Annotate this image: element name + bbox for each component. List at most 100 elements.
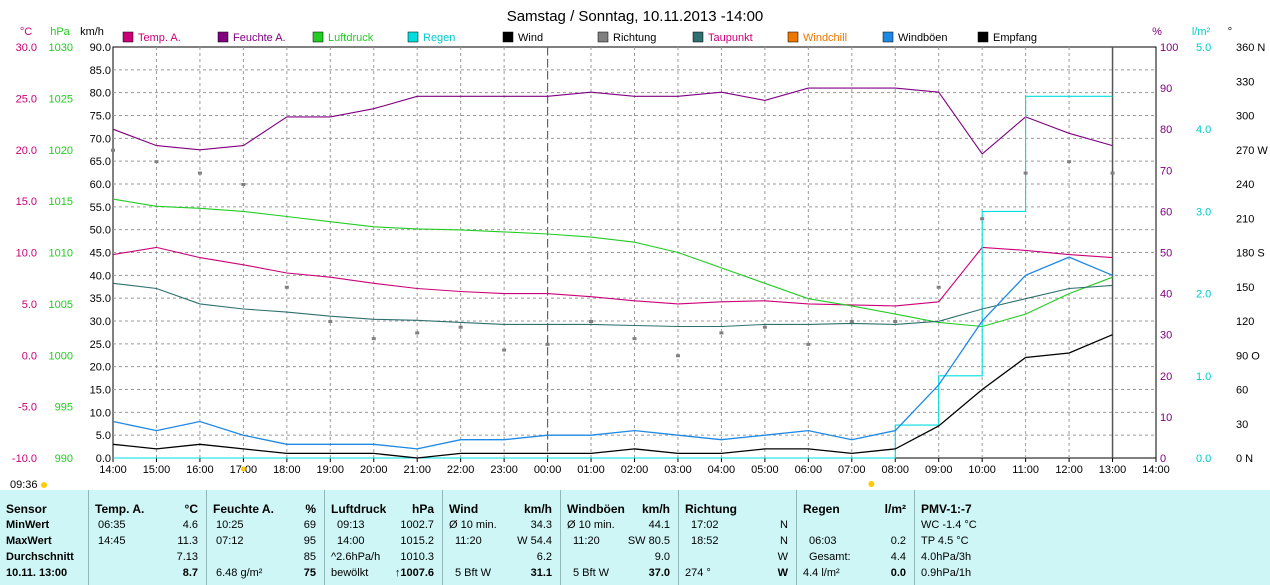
legend-swatch xyxy=(597,31,609,43)
humidity-absolute: 6.48 g/m² xyxy=(216,567,263,579)
series-richtung-point xyxy=(719,331,724,335)
pressure-header: Luftdruck xyxy=(331,502,387,516)
legend-swatch xyxy=(407,31,419,43)
pressure-current: ↑1007.6 xyxy=(394,567,434,579)
divider xyxy=(560,490,561,585)
direction-current: W xyxy=(777,567,788,579)
series-wind-line xyxy=(112,334,1113,459)
wind-tick-label: 50.0 xyxy=(90,225,111,237)
wind-current: 31.1 xyxy=(530,567,552,579)
x-tick-label: 08:00 xyxy=(881,464,909,476)
temp-tick-label: -5.0 xyxy=(18,402,37,414)
gust-avg: 9.0 xyxy=(654,551,670,563)
pressure-max-time: 14:00 xyxy=(337,535,365,547)
pressure-trend: ^2.6hPa/h xyxy=(331,551,381,563)
temp-tick-label: 30.0 xyxy=(16,42,37,54)
legend-swatch xyxy=(692,31,704,43)
direction-max-time: 18:52 xyxy=(691,535,719,547)
humidity-avg: 85 xyxy=(303,551,316,563)
wind-avg: 6.2 xyxy=(536,551,552,563)
humidity-min: 69 xyxy=(303,519,316,531)
wind-tick-label: 80.0 xyxy=(90,88,111,100)
pressure-tick-label: 1030 xyxy=(49,42,73,54)
legend-swatch xyxy=(502,31,514,43)
temp-tick-label: 10.0 xyxy=(16,248,37,260)
rain-current: 0.0 xyxy=(890,567,906,579)
wind-tick-label: 45.0 xyxy=(90,248,111,260)
weather-condition: bewölkt xyxy=(331,567,369,579)
humidity-tick-label: 80 xyxy=(1160,124,1172,136)
x-tick-label: 13:00 xyxy=(1099,464,1127,476)
legend-swatch xyxy=(787,31,799,43)
wind-tick-label: 75.0 xyxy=(90,111,111,123)
series-richtung-point xyxy=(371,337,376,341)
humidity-tick-label: 0 xyxy=(1160,453,1166,465)
direction-tick-label: 150 xyxy=(1236,282,1254,294)
wind-tick-label: 5.0 xyxy=(96,430,111,442)
x-tick-label: 05:00 xyxy=(751,464,779,476)
x-tick-label: 01:00 xyxy=(577,464,605,476)
series-richtung-point xyxy=(675,354,680,358)
direction-avg: W xyxy=(777,551,788,563)
temp-tick-label: 15.0 xyxy=(16,196,37,208)
avg-row-label: Durchschnitt xyxy=(6,551,74,563)
x-tick-label: 18:00 xyxy=(273,464,301,476)
x-tick-label: 04:00 xyxy=(708,464,736,476)
rain-unit-label: l/m² xyxy=(884,502,906,516)
legend-swatch xyxy=(882,31,894,43)
x-tick-label: 12:00 xyxy=(1055,464,1083,476)
humidity-tick-label: 50 xyxy=(1160,248,1172,260)
wind-tick-label: 30.0 xyxy=(90,316,111,328)
pressure-unit-label: hPa xyxy=(411,502,434,516)
sunset-icon xyxy=(240,466,246,472)
wind-tick-label: 55.0 xyxy=(90,202,111,214)
wind-tick-label: 70.0 xyxy=(90,133,111,145)
humidity-tick-label: 70 xyxy=(1160,165,1172,177)
x-tick-label: 22:00 xyxy=(447,464,475,476)
pressure-unit: hPa xyxy=(50,26,70,38)
legend-swatch xyxy=(977,31,989,43)
temp-header: Temp. A. xyxy=(95,502,145,516)
pressure-tick-label: 1010 xyxy=(49,248,73,260)
pmv-pressure-3h: 4.0hPa/3h xyxy=(921,551,972,563)
divider xyxy=(442,490,443,585)
temp-min: 4.6 xyxy=(182,519,198,531)
series-temp-a-line xyxy=(112,246,1113,307)
divider xyxy=(206,490,207,585)
temp-tick-label: 20.0 xyxy=(16,145,37,157)
humidity-unit-label: % xyxy=(305,502,316,516)
legend-label: Feuchte A. xyxy=(233,32,286,44)
x-tick-label: 00:00 xyxy=(534,464,562,476)
wind-tick-label: 90.0 xyxy=(90,42,111,54)
x-tick-label: 14:00 xyxy=(99,464,127,476)
humidity-header: Feuchte A. xyxy=(213,502,274,516)
x-tick-label: 14:00 xyxy=(1142,464,1170,476)
series-richtung-point xyxy=(197,171,202,175)
divider xyxy=(88,490,89,585)
x-tick-label: 21:00 xyxy=(403,464,431,476)
humidity-max: 95 xyxy=(303,535,316,547)
sunrise-icon xyxy=(868,481,875,487)
humidity-tick-label: 100 xyxy=(1160,42,1178,54)
wind-tick-label: 40.0 xyxy=(90,270,111,282)
gust-current: 37.0 xyxy=(648,567,670,579)
wind-tick-label: 35.0 xyxy=(90,293,111,305)
x-tick-label: 06:00 xyxy=(795,464,823,476)
series-richtung-point xyxy=(1110,171,1115,175)
temp-max: 11.3 xyxy=(177,535,198,547)
direction-tick-label: 330 xyxy=(1236,76,1254,88)
wind-tick-label: 25.0 xyxy=(90,339,111,351)
series-taupunkt-line xyxy=(112,282,1113,328)
temp-max-time: 14:45 xyxy=(98,535,126,547)
series-richtung-point xyxy=(458,325,463,329)
direction-tick-label: 210 xyxy=(1236,213,1254,225)
legend-label: Richtung xyxy=(613,32,656,44)
legend-label: Luftdruck xyxy=(328,32,374,44)
pressure-tick-label: 990 xyxy=(55,453,73,465)
pmv-dewpoint: TP 4.5 °C xyxy=(921,535,969,547)
pressure-avg: 1010.3 xyxy=(400,551,434,563)
humidity-tick-label: 30 xyxy=(1160,330,1172,342)
rain-total: 4.4 xyxy=(890,551,906,563)
series-richtung-point xyxy=(632,337,637,341)
legend-swatch xyxy=(312,31,324,43)
